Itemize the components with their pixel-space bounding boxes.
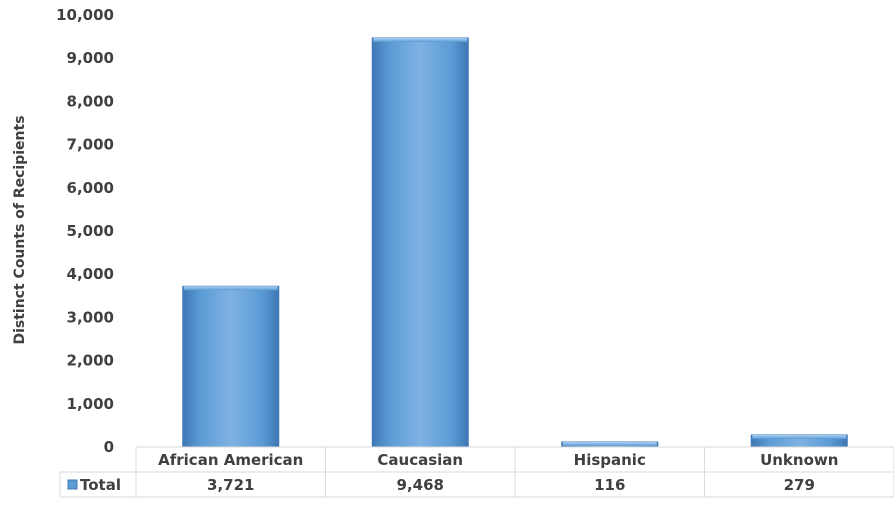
y-tick-label: 2,000 [67, 352, 114, 370]
bar-body [371, 37, 469, 448]
bar [371, 37, 469, 448]
bar-body [182, 285, 280, 448]
y-tick-label: 5,000 [67, 222, 114, 240]
bar [750, 434, 848, 448]
bar-top-highlight [373, 37, 468, 42]
category-label: Unknown [760, 451, 838, 469]
value-label: 3,721 [207, 476, 254, 494]
y-tick-label: 6,000 [67, 179, 114, 197]
y-tick-label: 10,000 [56, 6, 114, 24]
bar-top-highlight [183, 286, 278, 291]
legend-key [67, 479, 78, 490]
y-tick-label: 9,000 [67, 49, 114, 67]
y-tick-label: 1,000 [67, 395, 114, 413]
category-label: Hispanic [574, 451, 646, 469]
y-tick-label: 8,000 [67, 92, 114, 110]
y-tick-label: 4,000 [67, 265, 114, 283]
y-tick-label: 3,000 [67, 308, 114, 326]
bar-top-highlight [562, 441, 657, 446]
value-label: 116 [594, 476, 625, 494]
value-label: 9,468 [397, 476, 444, 494]
bar-top-highlight [752, 434, 847, 439]
y-tick-label: 0 [104, 438, 114, 456]
bar [561, 441, 659, 448]
bars [182, 37, 848, 448]
value-label: 279 [784, 476, 815, 494]
y-tick-label: 7,000 [67, 136, 114, 154]
bar [182, 285, 280, 448]
y-axis-title: Distinct Counts of Recipients [12, 115, 28, 344]
data-table: African American Caucasian Hispanic Unknown… [59, 446, 894, 498]
category-label: African American [158, 451, 303, 469]
category-label: Caucasian [377, 451, 463, 469]
legend-series-label: Total [80, 476, 121, 494]
y-axis-ticks: 0 1,000 2,000 3,000 4,000 5,000 6,000 7,000 8,00… [56, 6, 114, 456]
